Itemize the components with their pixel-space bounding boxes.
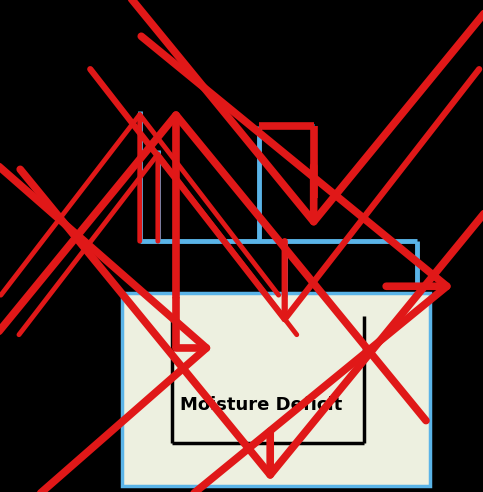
- Text: Moisture Deficit: Moisture Deficit: [180, 397, 342, 414]
- Bar: [122, 293, 430, 487]
